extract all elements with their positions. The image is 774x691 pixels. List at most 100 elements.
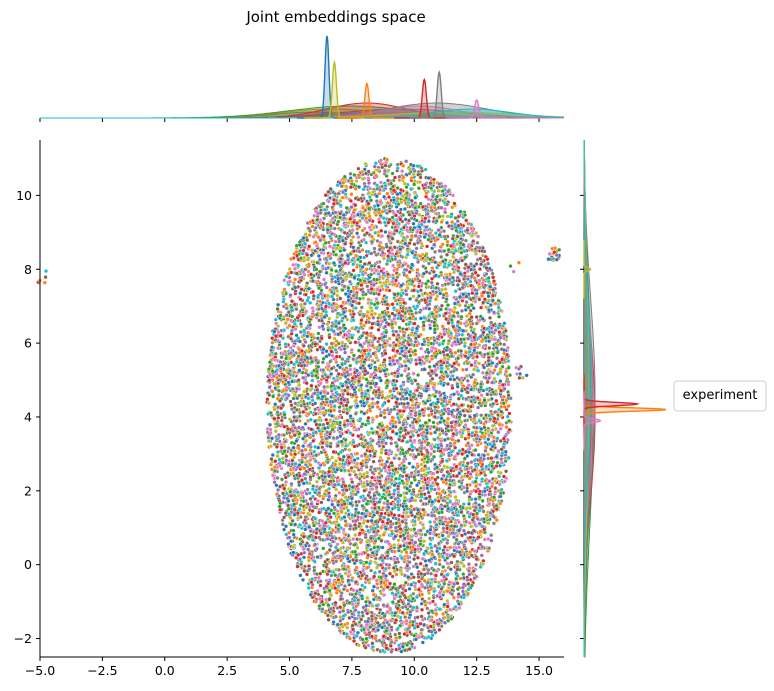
scatter-point	[428, 519, 433, 525]
scatter-point	[288, 515, 293, 521]
scatter-point	[482, 398, 487, 403]
scatter-point	[297, 393, 302, 398]
scatter-point	[416, 186, 421, 191]
scatter-point	[437, 182, 442, 187]
scatter-point	[388, 501, 394, 506]
scatter-point	[479, 393, 484, 398]
scatter-point	[270, 452, 275, 458]
scatter-point	[314, 546, 319, 551]
scatter-point	[338, 376, 343, 381]
scatter-point	[431, 269, 436, 274]
scatter-point	[502, 342, 507, 347]
scatter-points	[36, 156, 562, 654]
scatter-point	[464, 218, 469, 223]
scatter-point	[340, 195, 345, 200]
scatter-point	[504, 469, 509, 474]
scatter-point	[439, 205, 444, 210]
scatter-point	[371, 584, 377, 589]
scatter-point	[423, 585, 428, 590]
top-marginal-peak	[336, 82, 397, 119]
scatter-point	[424, 496, 429, 501]
right-marginal-density	[583, 140, 592, 657]
scatter-point	[423, 464, 428, 469]
scatter-point	[316, 331, 321, 336]
scatter-point	[420, 640, 425, 645]
scatter-point	[464, 367, 469, 372]
scatter-point	[447, 478, 452, 483]
scatter-point	[351, 588, 356, 593]
scatter-point	[441, 611, 446, 617]
scatter-point	[450, 373, 455, 378]
scatter-point	[397, 174, 402, 179]
scatter-point	[406, 322, 411, 327]
scatter-point	[407, 461, 412, 466]
scatter-point	[417, 579, 422, 584]
scatter-point	[326, 617, 331, 622]
scatter-point	[495, 436, 500, 441]
scatter-point	[382, 501, 387, 506]
scatter-point	[413, 514, 418, 519]
scatter-point	[315, 260, 320, 265]
scatter-point	[384, 330, 389, 335]
scatter-point	[427, 628, 432, 634]
scatter-point	[413, 358, 419, 363]
scatter-point	[385, 178, 391, 183]
scatter-point	[313, 411, 318, 416]
scatter-point	[452, 201, 457, 206]
scatter-point	[316, 575, 321, 580]
scatter-point	[427, 596, 432, 601]
scatter-point	[409, 176, 414, 181]
scatter-point	[442, 581, 447, 586]
scatter-point	[446, 341, 451, 346]
scatter-point	[397, 325, 402, 330]
scatter-point	[341, 323, 346, 328]
scatter-point	[316, 445, 321, 450]
scatter-point	[455, 234, 460, 239]
scatter-point	[437, 214, 442, 219]
scatter-point	[380, 233, 385, 239]
scatter-point	[434, 373, 439, 378]
scatter-point	[430, 266, 435, 271]
scatter-point	[366, 211, 371, 216]
scatter-point	[390, 171, 395, 176]
scatter-point	[401, 459, 406, 464]
scatter-point	[379, 538, 384, 543]
scatter-point	[405, 642, 410, 648]
scatter-point	[445, 345, 450, 350]
scatter-point	[369, 568, 374, 573]
right-marginal-peak	[583, 391, 602, 451]
scatter-point	[374, 296, 379, 302]
scatter-point	[265, 397, 270, 402]
scatter-point	[381, 603, 386, 608]
scatter-point	[299, 287, 304, 292]
scatter-point	[374, 183, 380, 188]
scatter-point	[359, 305, 364, 310]
scatter-point	[303, 232, 308, 237]
scatter-point	[426, 590, 432, 596]
scatter-point	[308, 417, 313, 422]
scatter-point	[413, 498, 418, 503]
scatter-point	[473, 484, 479, 489]
scatter-point	[415, 382, 420, 387]
scatter-point	[383, 229, 388, 235]
scatter-point	[375, 544, 380, 550]
scatter-point	[323, 610, 328, 615]
scatter-point	[350, 326, 355, 331]
scatter-point	[381, 505, 386, 510]
scatter-point	[361, 480, 366, 485]
scatter-point	[395, 162, 400, 167]
scatter-point	[457, 303, 462, 308]
scatter-point	[460, 332, 465, 337]
scatter-point	[316, 253, 321, 258]
scatter-point	[297, 339, 302, 344]
scatter-point	[324, 285, 329, 290]
scatter-point	[318, 583, 323, 588]
scatter-point	[386, 636, 391, 641]
scatter-point	[485, 290, 490, 295]
scatter-point	[379, 511, 384, 516]
scatter-point	[409, 187, 414, 192]
scatter-point	[320, 537, 326, 543]
scatter-point	[448, 377, 453, 382]
scatter-point	[336, 219, 341, 224]
scatter-point	[437, 627, 442, 632]
